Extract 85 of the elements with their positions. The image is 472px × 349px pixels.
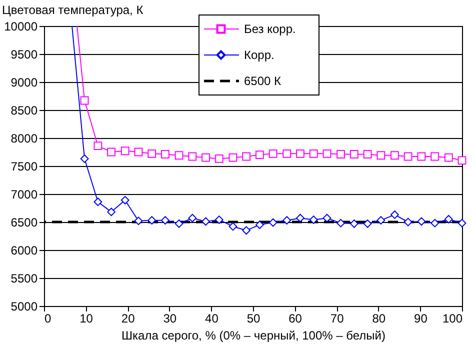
y-tick-label: 9000: [10, 76, 38, 90]
point: [282, 149, 292, 158]
point: [309, 216, 318, 224]
point: [430, 152, 440, 161]
x-tick-label: 100: [442, 312, 463, 326]
point: [80, 154, 89, 163]
point: [268, 149, 278, 158]
x-tick-label: 50: [246, 312, 260, 326]
point: [282, 216, 292, 225]
y-tick-label: 9500: [10, 48, 38, 62]
point: [336, 150, 345, 158]
point: [174, 219, 184, 228]
chart-title: Цветовая температура, К: [2, 3, 144, 17]
point: [214, 154, 224, 163]
x-tick-label: 10: [80, 312, 94, 326]
point: [242, 226, 251, 235]
y-tick-label: 7500: [10, 160, 38, 174]
y-tick-label: 7000: [10, 188, 38, 202]
y-tick-label: 6500: [10, 216, 38, 230]
y-tick-label: 5500: [10, 272, 38, 286]
point: [268, 218, 278, 227]
x-tick-label: 0: [44, 312, 52, 326]
point: [404, 152, 412, 161]
y-tick-label: 8500: [10, 104, 38, 118]
point: [94, 142, 102, 150]
point: [202, 217, 210, 226]
point: [296, 214, 304, 222]
point: [242, 152, 251, 161]
legend-label: Корр.: [244, 48, 274, 62]
point: [296, 149, 304, 158]
point: [350, 150, 358, 158]
point: [350, 219, 358, 228]
y-tick-label: 6000: [10, 244, 38, 258]
point: [309, 149, 318, 158]
x-tick-label: 20: [121, 312, 136, 326]
point: [363, 150, 372, 158]
point: [228, 153, 238, 162]
x-tick-label: 30: [163, 312, 177, 326]
point: [322, 149, 332, 158]
point: [107, 208, 116, 216]
x-tick-label: 60: [288, 312, 302, 326]
point: [376, 216, 386, 225]
point: [174, 151, 184, 160]
point: [120, 196, 130, 204]
legend-label: Без корр.: [244, 22, 296, 36]
point: [188, 214, 197, 222]
point: [390, 210, 399, 219]
point: [417, 152, 426, 161]
point: [202, 153, 210, 162]
point: [255, 150, 264, 160]
point: [417, 217, 426, 226]
y-tick-label: 10000: [4, 20, 38, 34]
legend-label: 6500 К: [244, 74, 282, 88]
point: [107, 148, 116, 156]
point: [120, 146, 130, 156]
x-tick-label: 90: [414, 312, 428, 326]
point: [430, 218, 440, 228]
point: [376, 151, 386, 160]
point: [404, 218, 412, 226]
x-tick-label: 70: [330, 312, 344, 326]
point: [458, 156, 466, 165]
point: [80, 96, 89, 105]
point: [188, 152, 197, 161]
y-tick-label: 8000: [10, 132, 38, 146]
point: [214, 216, 224, 224]
point: [161, 150, 170, 158]
x-axis-title: Шкала серого, % (0% – черный, 100% – белый): [122, 328, 386, 342]
point: [336, 218, 345, 228]
y-tick-label: 5000: [10, 300, 38, 314]
point: [444, 214, 453, 224]
point: [148, 149, 156, 158]
point: [255, 220, 264, 230]
x-tick-label: 40: [205, 312, 219, 326]
point: [94, 198, 102, 206]
point: [134, 148, 143, 156]
point: [228, 222, 238, 231]
point: [363, 219, 372, 228]
point: [161, 216, 170, 225]
x-tick-label: 80: [372, 312, 386, 326]
point: [390, 151, 399, 160]
point: [322, 214, 332, 222]
point: [458, 218, 466, 228]
point: [148, 216, 156, 225]
point: [444, 153, 453, 162]
point: [134, 216, 143, 226]
